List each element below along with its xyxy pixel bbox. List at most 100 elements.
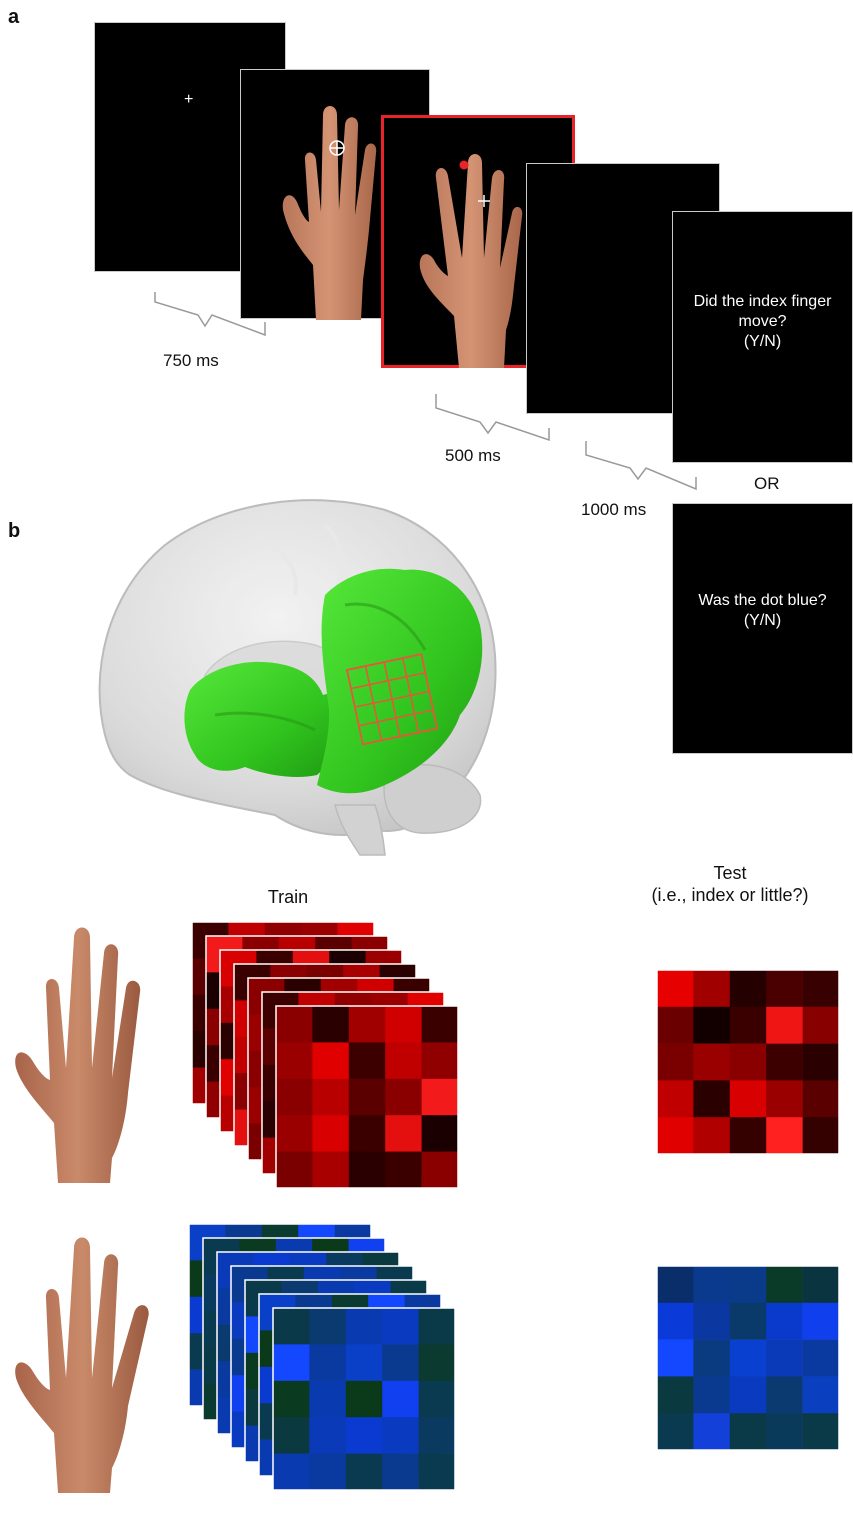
- heatmap-cell: [802, 1080, 840, 1118]
- timing-brace-750: [154, 292, 697, 491]
- heatmap-cell: [382, 1380, 419, 1418]
- heatmap-cell: [657, 1376, 694, 1414]
- heatmap-cell: [657, 1413, 694, 1451]
- heatmap-cell: [421, 1115, 459, 1152]
- heatmap-cell: [273, 1344, 310, 1382]
- heatmap-cell: [348, 1006, 386, 1043]
- heatmap-cell: [312, 1042, 350, 1080]
- heatmap-border: [656, 969, 840, 1155]
- fixation-cross: +: [184, 91, 194, 108]
- heatmap-cell: [729, 1376, 767, 1414]
- heatmap-cell: [729, 1302, 767, 1340]
- heatmap-cell: [312, 1151, 350, 1189]
- heatmap-cell: [348, 1115, 386, 1152]
- heatmap-cell: [766, 1413, 803, 1451]
- heatmap-cell: [657, 1266, 694, 1304]
- heatmap-cell: [802, 1006, 840, 1044]
- heatmap-cell: [345, 1344, 383, 1382]
- heatmap-cell: [766, 1266, 803, 1304]
- hand-image: [282, 106, 377, 320]
- heatmap-cell: [273, 1453, 310, 1491]
- heatmap-border: [275, 1005, 459, 1189]
- index-hand-image: [15, 927, 141, 1183]
- question-screen-dot: Was the dot blue? (Y/N): [672, 503, 853, 754]
- heatmap-cell: [693, 1413, 731, 1451]
- heatmap-cell: [421, 1042, 459, 1080]
- finger-question: Did the index finger move? (Y/N): [693, 293, 832, 350]
- heatmap-cell: [348, 1042, 386, 1080]
- heatmap-cell: [385, 1115, 422, 1152]
- heatmap-cell: [729, 970, 767, 1008]
- heatmap-cell: [309, 1453, 347, 1491]
- test-label: Test (i.e., index or little?): [651, 863, 809, 905]
- duration-1000: 1000 ms: [581, 500, 647, 519]
- heatmap-cell: [766, 970, 803, 1008]
- heatmap-cell: [345, 1453, 383, 1491]
- heatmap-cell: [802, 1413, 840, 1451]
- heatmap-cell: [385, 1078, 422, 1116]
- colored-dot: [459, 160, 469, 170]
- heatmap-cell: [729, 1266, 767, 1304]
- heatmap-cell: [309, 1417, 347, 1454]
- heatmap-cell: [657, 1302, 694, 1340]
- heatmap-cell: [348, 1151, 386, 1189]
- heatmap-cell: [273, 1308, 310, 1345]
- heatmap-cell: [657, 1339, 694, 1377]
- duration-750: 750 ms: [163, 351, 219, 370]
- heatmap-cell: [382, 1308, 419, 1345]
- electrode-grid: [345, 653, 439, 746]
- question-screen-finger: Did the index finger move? (Y/N): [672, 211, 853, 463]
- heatmap-cell: [273, 1380, 310, 1418]
- blue-train-layer-6: [272, 1307, 456, 1491]
- heatmap-border: [656, 1265, 840, 1451]
- heatmap-cell: [312, 1006, 350, 1043]
- heatmap-cell: [729, 1117, 767, 1155]
- heatmap-cell: [276, 1042, 313, 1080]
- red-test-heatmap: [656, 969, 840, 1155]
- heatmap-cell: [729, 1413, 767, 1451]
- heatmap-cell: [385, 1006, 422, 1043]
- red-train-layer-6: [275, 1005, 459, 1189]
- dot-question: Was the dot blue? (Y/N): [698, 592, 827, 629]
- heatmap-cell: [382, 1417, 419, 1454]
- heatmap-cell: [382, 1344, 419, 1382]
- heatmap-cell: [766, 1043, 803, 1081]
- heatmap-cell: [729, 1080, 767, 1118]
- heatmap-cell: [693, 1339, 731, 1377]
- heatmap-cell: [693, 1006, 731, 1044]
- duration-500: 500 ms: [445, 446, 501, 465]
- heatmap-cell: [385, 1151, 422, 1189]
- heatmap-cell: [276, 1078, 313, 1116]
- heatmap-cell: [729, 1006, 767, 1044]
- heatmap-cell: [766, 1117, 803, 1155]
- heatmap-cell: [693, 1080, 731, 1118]
- or-label: OR: [754, 474, 780, 493]
- heatmap-cell: [421, 1151, 459, 1189]
- heatmap-cell: [345, 1417, 383, 1454]
- heatmap-cell: [309, 1380, 347, 1418]
- heatmap-cell: [802, 1339, 840, 1377]
- heatmap-cell: [766, 1302, 803, 1340]
- heatmap-cell: [802, 1117, 840, 1155]
- heatmap-cell: [309, 1344, 347, 1382]
- heatmap-cell: [312, 1115, 350, 1152]
- heatmap-cell: [418, 1453, 456, 1491]
- blue-train-stack: [188, 1223, 456, 1491]
- heatmap-cell: [657, 970, 694, 1008]
- heatmap-cell: [418, 1417, 456, 1454]
- heatmap-cell: [657, 1117, 694, 1155]
- blue-test-grid: [656, 1265, 840, 1451]
- heatmap-cell: [693, 1043, 731, 1081]
- heatmap-cell: [693, 1302, 731, 1340]
- heatmap-cell: [802, 1376, 840, 1414]
- heatmap-cell: [348, 1078, 386, 1116]
- panel-a-letter: a: [8, 6, 20, 28]
- heatmap-cell: [385, 1042, 422, 1080]
- heatmap-cell: [421, 1006, 459, 1043]
- heatmap-cell: [421, 1078, 459, 1116]
- train-label: Train: [267, 887, 309, 907]
- red-test-grid: [656, 969, 840, 1155]
- heatmap-cell: [729, 1043, 767, 1081]
- heatmap-cell: [729, 1339, 767, 1377]
- heatmap-cell: [693, 1376, 731, 1414]
